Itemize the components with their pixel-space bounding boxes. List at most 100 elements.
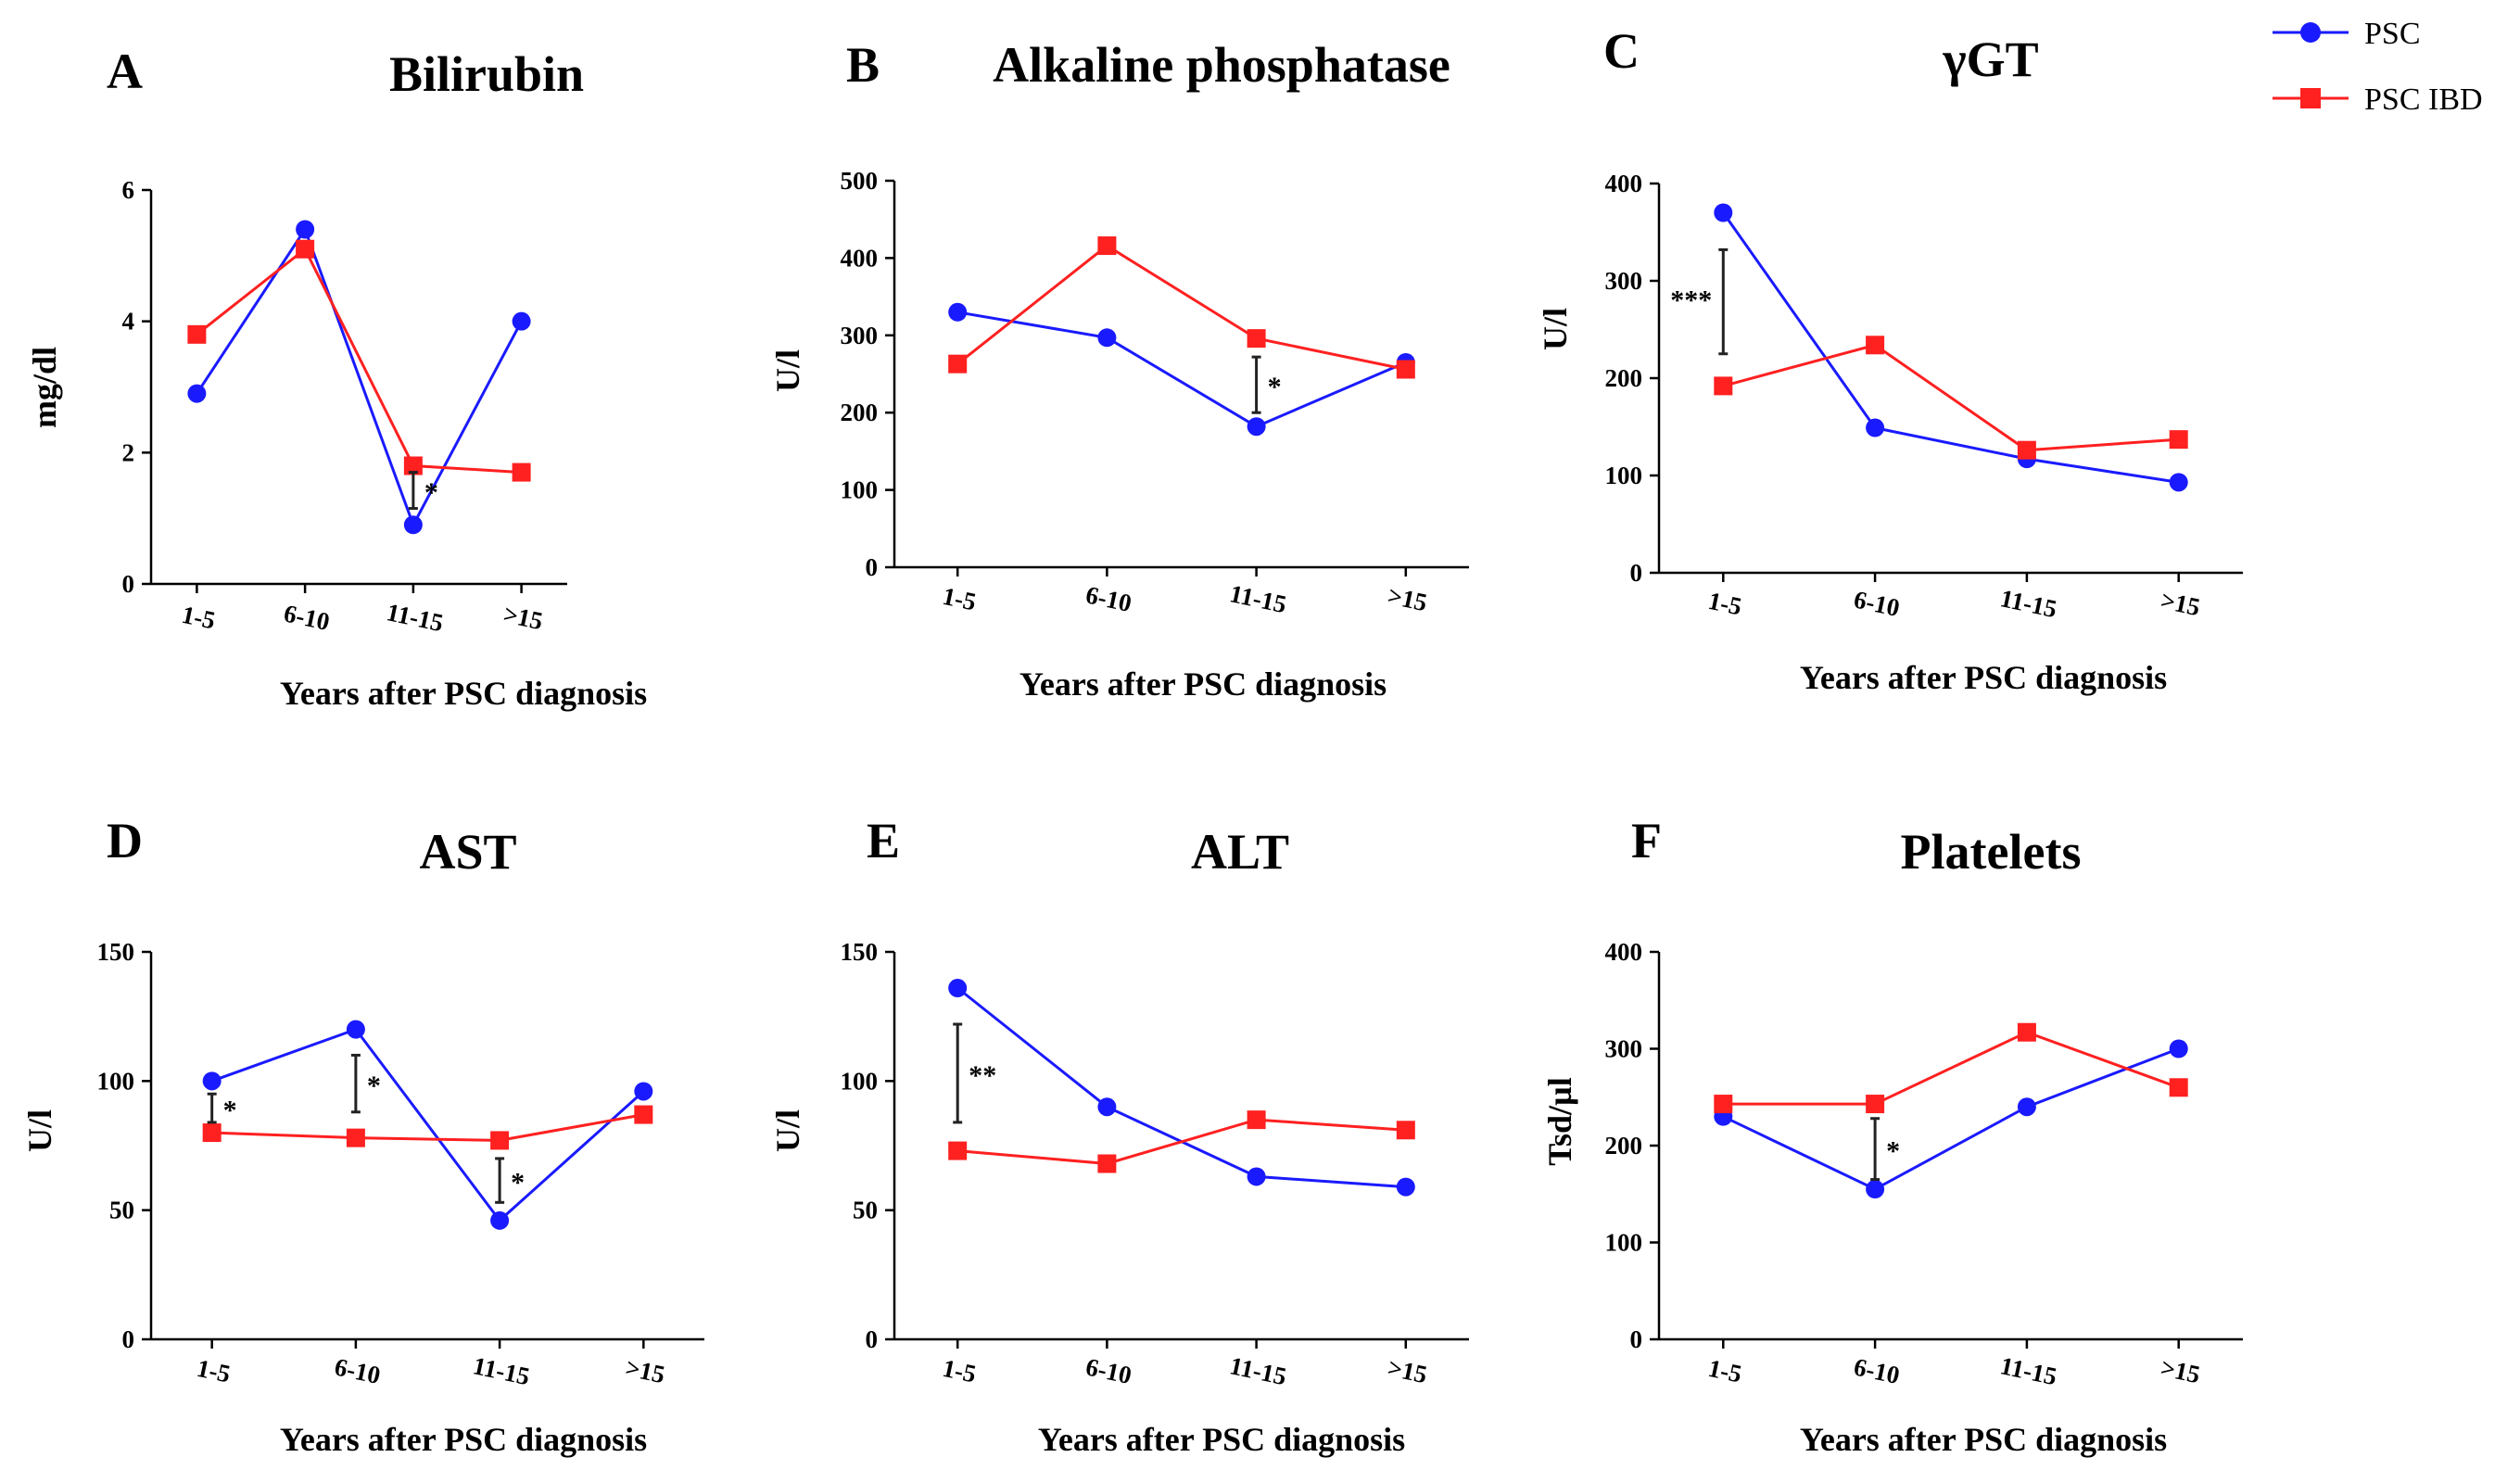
x-tick-label-c-3: >15 — [2159, 586, 2203, 621]
panel-a: A Bilirubin 0 2 4 6 1-5 6-10 11-15 >15 mg/dl Years … — [26, 44, 647, 712]
x-axis-label-c: Years after PSC diagnosis — [1800, 659, 2167, 696]
point-a-psc-0 — [187, 384, 207, 403]
y-tick-label-f-4: 400 — [1605, 938, 1643, 966]
y-tick-label-c-2: 200 — [1605, 364, 1643, 392]
y-axis-label-b: U/l — [769, 349, 806, 392]
x-tick-label-b-1: 6-10 — [1083, 580, 1134, 617]
x-tick-label-b-0: 1-5 — [940, 582, 978, 616]
point-b-psc-0 — [948, 302, 968, 322]
y-tick-label-c-3: 300 — [1605, 267, 1643, 295]
y-axis-label-a: mg/dl — [26, 347, 63, 428]
y-axis-label-c: U/l — [1537, 308, 1574, 350]
point-c-psc-ibd-2 — [2017, 440, 2036, 460]
x-axis-label-d: Years after PSC diagnosis — [280, 1421, 647, 1458]
point-c-psc-ibd-1 — [1866, 336, 1885, 355]
y-tick-label-f-1: 100 — [1605, 1229, 1643, 1257]
point-d-psc-ibd-3 — [634, 1105, 653, 1124]
y-tick-label-a-1: 2 — [122, 438, 135, 466]
x-tick-label-f-3: >15 — [2159, 1353, 2203, 1388]
series-line-c-psc-ibd — [1722, 343, 2179, 452]
significance-label-e-0: ** — [969, 1060, 996, 1091]
x-tick-label-f-2: 11-15 — [1998, 1351, 2059, 1390]
significance-d-1: * — [350, 1053, 381, 1114]
significance-e-0: ** — [953, 1022, 996, 1124]
panel-d: D AST 0 50 100 150 1-5 6-10 11-15 >15 U/l Years aft… — [21, 813, 704, 1458]
y-tick-label-a-3: 6 — [122, 176, 135, 204]
y-tick-label-e-3: 150 — [841, 938, 879, 966]
series-line-e-psc-ibd — [957, 1118, 1406, 1166]
point-b-psc-ibd-3 — [1396, 360, 1415, 379]
point-b-psc-1 — [1097, 328, 1117, 348]
y-tick-label-a-0: 0 — [122, 570, 135, 598]
point-f-psc-ibd-3 — [2169, 1078, 2188, 1097]
significance-label-c-0: *** — [1670, 285, 1712, 316]
x-tick-label-a-3: >15 — [501, 600, 546, 635]
point-e-psc-ibd-2 — [1247, 1110, 1266, 1130]
y-axis-label-f: Tsd/µl — [1541, 1077, 1578, 1165]
point-f-psc-1 — [1866, 1180, 1885, 1199]
y-tick-label-a-2: 4 — [122, 308, 135, 336]
point-a-psc-2 — [403, 515, 423, 535]
y-tick-label-b-5: 500 — [841, 167, 879, 195]
legend-marker-psc-ibd — [2300, 88, 2321, 108]
panel-e: E ALT 0 50 100 150 1-5 6-10 11-15 >15 U/l Years aft… — [769, 813, 1469, 1458]
point-c-psc-1 — [1866, 418, 1885, 437]
y-tick-label-c-1: 100 — [1605, 462, 1643, 489]
x-tick-label-d-1: 6-10 — [332, 1352, 383, 1389]
series-line-f-psc-ibd — [1723, 1031, 2180, 1106]
x-tick-label-d-2: 11-15 — [471, 1351, 532, 1390]
y-tick-label-f-3: 300 — [1605, 1035, 1643, 1063]
series-line-d-psc — [211, 1027, 645, 1223]
point-f-psc-2 — [2017, 1097, 2036, 1117]
point-e-psc-ibd-1 — [1097, 1154, 1117, 1173]
point-d-psc-0 — [202, 1071, 222, 1091]
y-tick-label-d-2: 100 — [97, 1067, 135, 1095]
legend-item-psc-ibd: PSC IBD — [2273, 82, 2483, 117]
point-f-psc-ibd-1 — [1866, 1095, 1885, 1114]
series-line-d-psc-ibd — [211, 1113, 644, 1142]
x-axis-label-f: Years after PSC diagnosis — [1800, 1421, 2167, 1458]
point-e-psc-ibd-3 — [1396, 1121, 1415, 1140]
point-e-psc-1 — [1097, 1097, 1117, 1117]
series-line-b-psc-ibd — [956, 244, 1407, 371]
significance-f-0: * — [1870, 1117, 1900, 1182]
significance-b-0: * — [1251, 355, 1282, 414]
x-tick-label-c-1: 6-10 — [1852, 585, 1903, 622]
x-tick-label-e-3: >15 — [1386, 1353, 1430, 1388]
y-axis-label-e: U/l — [769, 1109, 806, 1152]
panel-title-f: Platelets — [1901, 824, 2082, 880]
significance-label-d-2: * — [511, 1168, 525, 1198]
y-tick-label-b-4: 400 — [841, 244, 879, 272]
point-a-psc-ibd-2 — [403, 456, 423, 475]
series-line-c-psc — [1722, 211, 2179, 484]
y-tick-label-f-2: 200 — [1605, 1132, 1643, 1160]
point-c-psc-ibd-3 — [2169, 430, 2188, 450]
x-tick-label-d-3: >15 — [623, 1353, 667, 1388]
point-d-psc-ibd-0 — [202, 1123, 222, 1143]
point-f-psc-3 — [2169, 1039, 2188, 1058]
point-c-psc-0 — [1714, 203, 1733, 222]
series-line-a-psc-ibd — [196, 247, 522, 475]
point-d-psc-3 — [634, 1082, 653, 1101]
significance-d-2: * — [495, 1157, 525, 1204]
point-a-psc-ibd-1 — [296, 239, 315, 259]
y-tick-label-b-0: 0 — [866, 553, 879, 581]
panel-letter-c: C — [1603, 23, 1640, 79]
x-tick-label-e-0: 1-5 — [940, 1354, 978, 1388]
point-f-psc-ibd-2 — [2017, 1022, 2036, 1042]
panel-title-b: Alkaline phosphatase — [993, 37, 1450, 93]
panel-letter-f: F — [1631, 813, 1662, 868]
point-e-psc-2 — [1247, 1167, 1266, 1186]
series-line-a-psc — [196, 226, 523, 528]
point-c-psc-3 — [2169, 473, 2188, 492]
y-tick-label-b-1: 100 — [841, 476, 879, 504]
significance-c-0: *** — [1670, 247, 1729, 356]
panel-b: B Alkaline phosphatase 0 100 200 300 400 500 1-5… — [769, 37, 1469, 703]
panel-letter-a: A — [107, 44, 143, 99]
x-tick-label-f-0: 1-5 — [1705, 1354, 1743, 1388]
y-tick-label-f-0: 0 — [1630, 1325, 1643, 1353]
panel-f: F Platelets 0 100 200 300 400 1-5 6-10 11-15 >15 Ts… — [1541, 813, 2243, 1458]
point-a-psc-1 — [296, 220, 315, 239]
y-tick-label-d-0: 0 — [122, 1325, 135, 1353]
x-tick-label-f-1: 6-10 — [1852, 1352, 1903, 1389]
